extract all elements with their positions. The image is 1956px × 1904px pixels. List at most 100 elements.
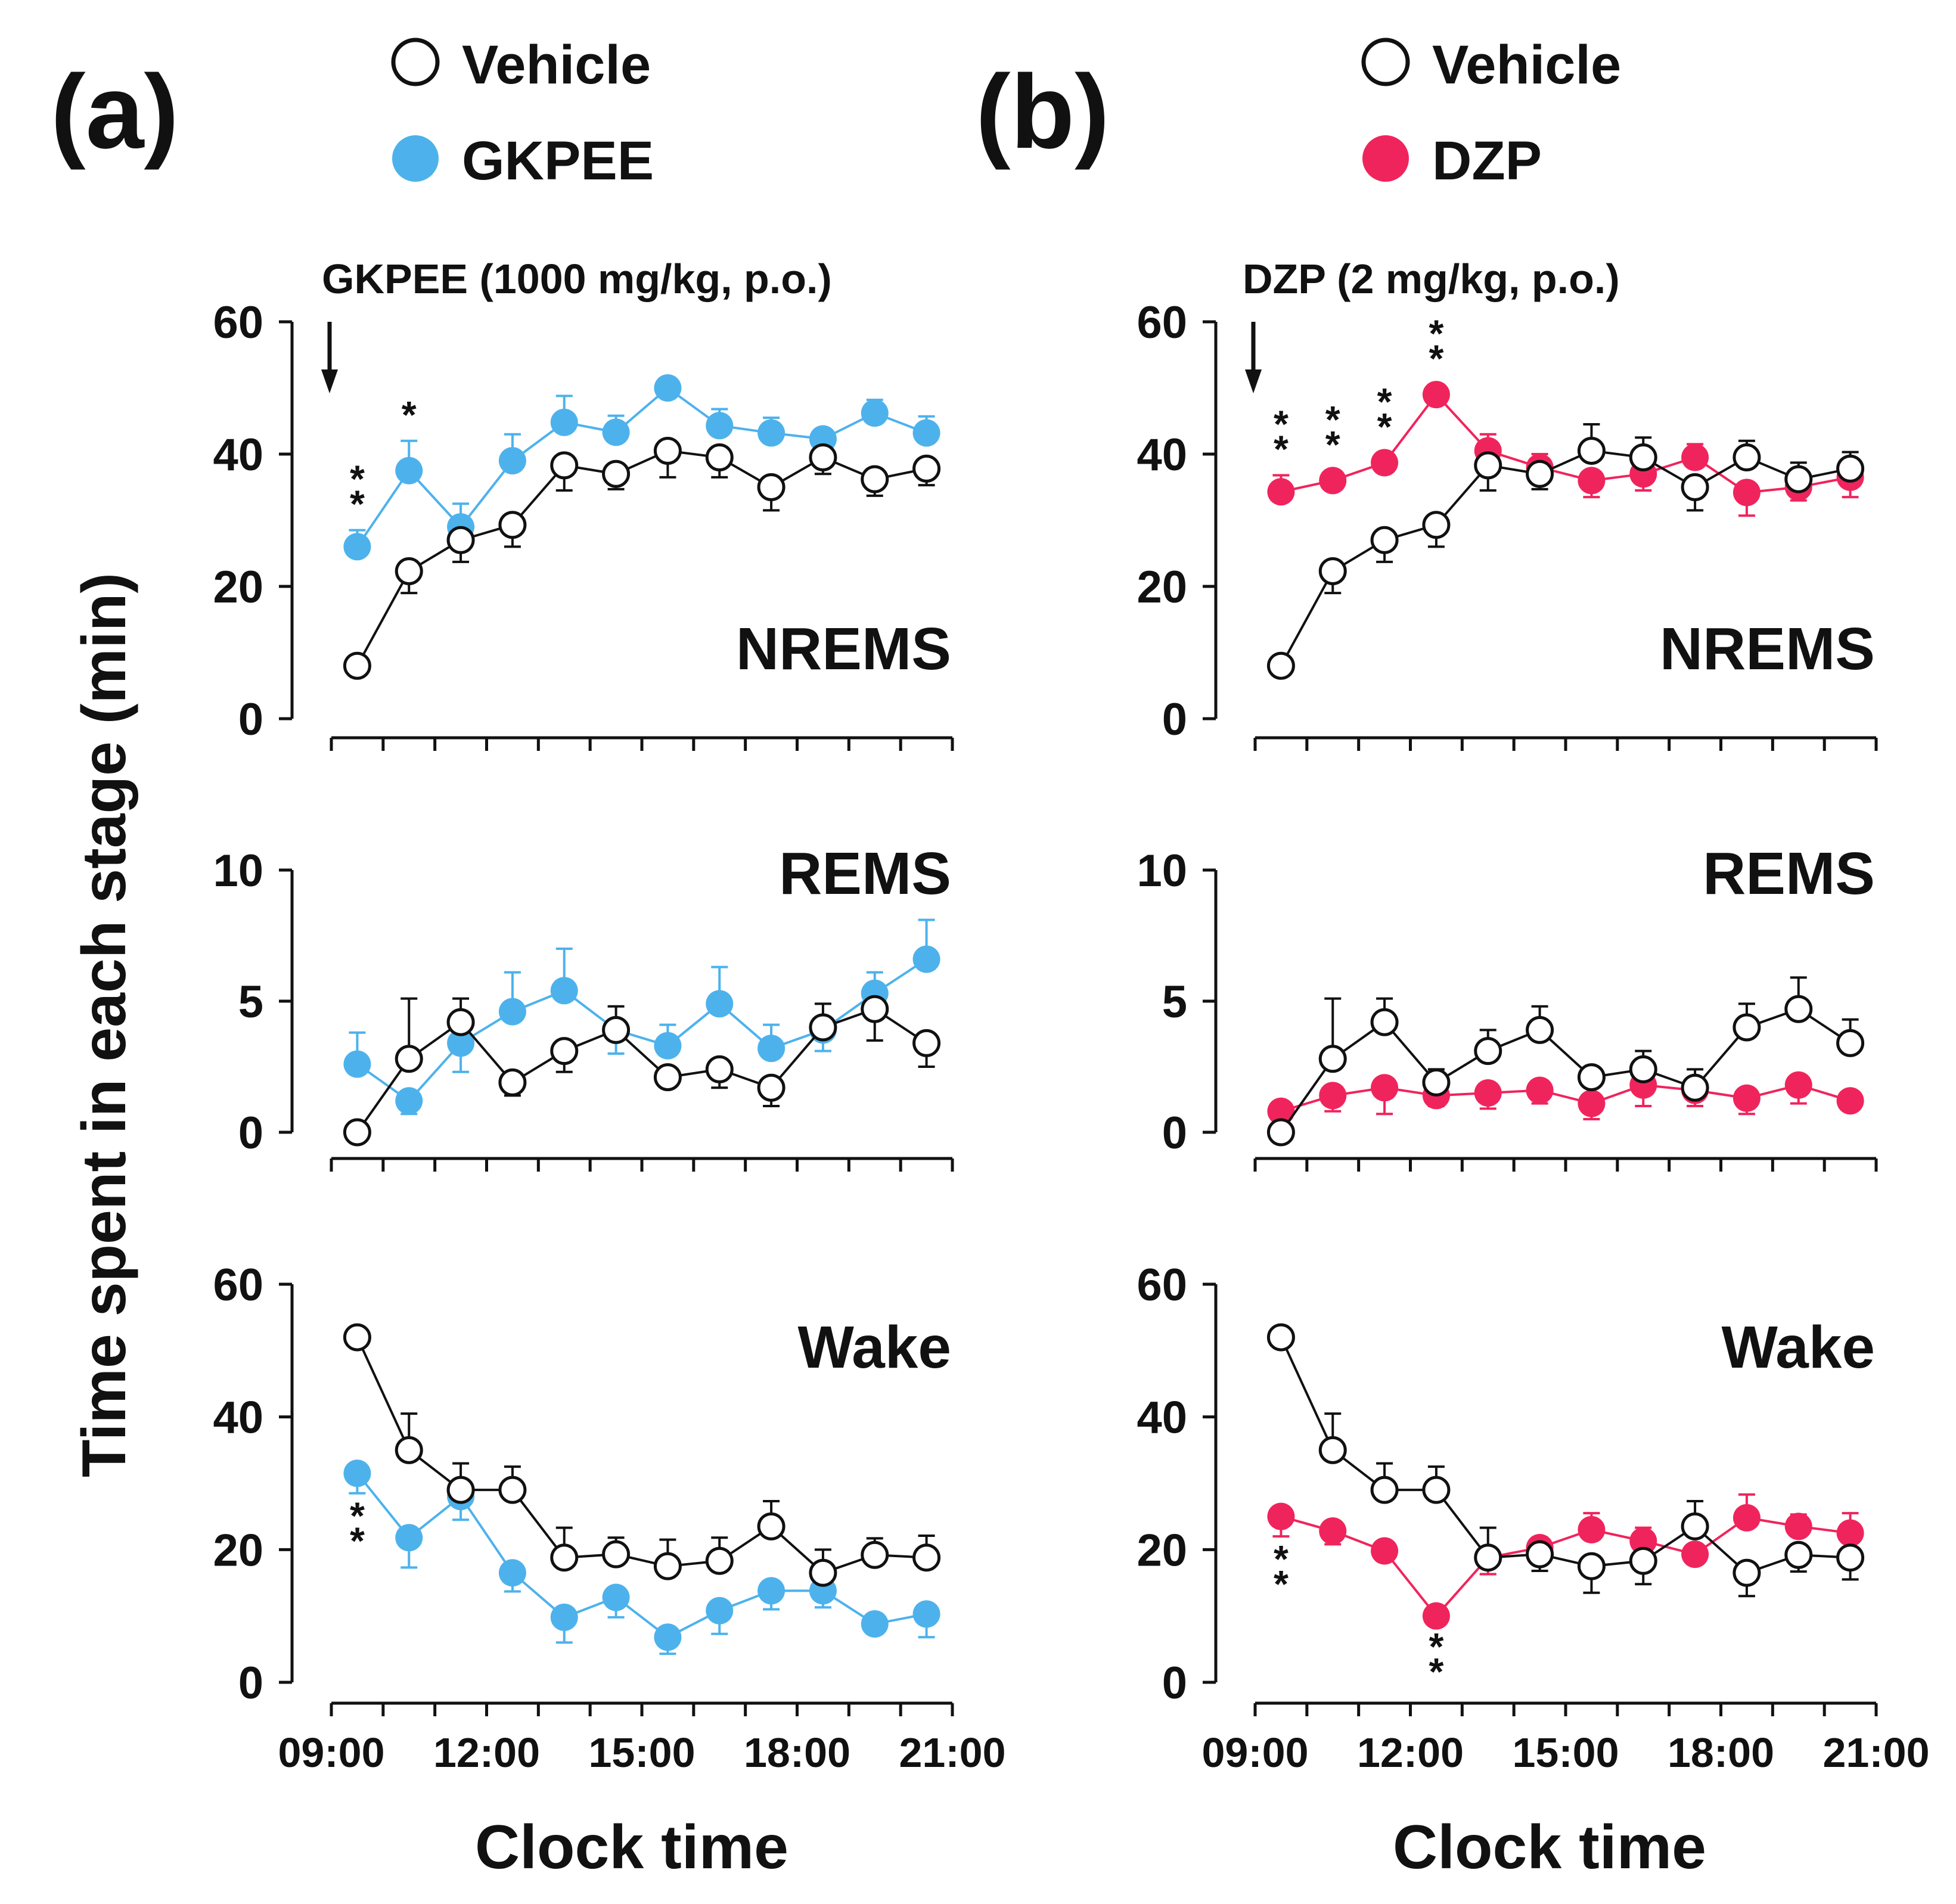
data-point	[809, 443, 837, 472]
data-point	[861, 465, 889, 493]
series-vehicle	[343, 1323, 941, 1587]
data-point	[1629, 1055, 1657, 1083]
y-tick-label: 40	[1137, 1393, 1187, 1443]
data-point	[912, 1029, 941, 1057]
data-point	[602, 459, 631, 488]
data-point	[912, 454, 941, 483]
data-point	[1318, 1436, 1347, 1464]
series-dzp	[1267, 1071, 1864, 1125]
data-point	[1784, 1071, 1812, 1099]
data-point	[1784, 995, 1813, 1023]
significance-mark: *	[1325, 423, 1340, 466]
panel-a-label: (a)	[51, 54, 179, 170]
panel-b-legend-vehicle-marker	[1361, 38, 1410, 86]
data-point	[1267, 1502, 1295, 1530]
panel-a-x-axis-label: Clock time	[475, 1813, 788, 1882]
data-point	[395, 456, 423, 484]
x-tick-label: 12:00	[433, 1729, 540, 1776]
stage-title: Wake	[797, 1314, 951, 1381]
data-point	[1474, 451, 1502, 480]
y-tick-label: 10	[1137, 846, 1187, 896]
stage-title: REMS	[1703, 840, 1875, 907]
y-tick-label: 5	[238, 977, 263, 1027]
data-point	[550, 1603, 578, 1631]
data-point	[1836, 454, 1865, 483]
data-point	[705, 1055, 734, 1083]
stage-title: NREMS	[1660, 616, 1875, 682]
data-point	[654, 1032, 682, 1060]
series-line	[1280, 1083, 1851, 1113]
data-point	[1371, 449, 1399, 477]
series-line	[356, 1473, 927, 1639]
x-tick-label: 15:00	[588, 1729, 695, 1776]
data-point	[1733, 1013, 1761, 1042]
data-point	[446, 526, 475, 554]
data-point	[550, 1543, 579, 1572]
data-point	[1578, 1515, 1606, 1543]
series-vehicle	[1266, 423, 1865, 680]
data-point	[1267, 1097, 1295, 1125]
panel-0-subplot-rems: 0 5 10 REMS	[213, 840, 954, 1172]
data-point	[1422, 1476, 1451, 1504]
data-point	[1577, 1552, 1606, 1580]
series-gkpee	[343, 374, 940, 561]
data-point	[706, 1596, 734, 1625]
panel-a-legend-vehicle-label: Vehicle	[462, 35, 651, 95]
data-point	[1266, 1118, 1295, 1147]
data-point	[912, 945, 940, 973]
data-point	[653, 1063, 682, 1092]
panel-0-subplot-wake: 0 20 40 60 09:00 12:00 15:00 18:00 21:00 Wake **	[213, 1260, 1005, 1776]
data-point	[1629, 1527, 1657, 1555]
data-point	[705, 1546, 734, 1575]
data-point	[1422, 1068, 1451, 1097]
data-point	[1681, 1512, 1709, 1540]
data-point	[550, 1037, 579, 1066]
series-line	[1280, 392, 1851, 494]
data-point	[1836, 1543, 1865, 1572]
series-line	[1280, 1007, 1851, 1133]
significance-mark: *	[1274, 403, 1289, 446]
data-point	[757, 419, 785, 447]
y-axis-label: Time spent in each stage (min)	[70, 573, 139, 1477]
data-point	[498, 1476, 527, 1504]
data-point	[498, 511, 527, 539]
data-point	[343, 1459, 371, 1487]
y-tick-label: 20	[213, 1525, 263, 1576]
data-point	[446, 1476, 475, 1504]
data-point	[1319, 1517, 1347, 1545]
x-tick-label: 15:00	[1512, 1729, 1619, 1776]
y-tick-label: 60	[1137, 1260, 1187, 1310]
data-point	[1474, 1037, 1502, 1066]
data-point	[1836, 1519, 1864, 1547]
data-point	[706, 412, 734, 440]
significance-mark: *	[1429, 337, 1443, 380]
data-point	[1319, 1082, 1347, 1110]
y-tick-label: 60	[213, 297, 263, 348]
data-point	[1784, 1540, 1813, 1569]
panel-b-dose-annotation: DZP (2 mg/kg, p.o.)	[1243, 256, 1620, 302]
series-line	[356, 958, 927, 1102]
y-tick-label: 0	[238, 1108, 263, 1158]
data-point	[1318, 1045, 1347, 1073]
data-point	[602, 1015, 631, 1044]
data-point	[446, 1008, 475, 1036]
panel-a-dose-annotation: GKPEE (1000 mg/kg, p.o.)	[322, 256, 832, 302]
stage-title: REMS	[779, 840, 951, 907]
data-point	[1681, 1073, 1709, 1102]
significance-mark: *	[402, 393, 417, 436]
data-point	[654, 374, 682, 402]
y-tick-label: 20	[1137, 1525, 1187, 1576]
y-tick-label: 40	[213, 1393, 263, 1443]
series-vehicle	[343, 436, 941, 680]
data-point	[757, 1577, 785, 1605]
data-point	[1733, 1504, 1761, 1532]
data-point	[1836, 1087, 1864, 1115]
data-point	[498, 447, 526, 475]
significance-mark: *	[350, 483, 365, 526]
data-point	[1784, 465, 1813, 493]
significance-mark: *	[1377, 405, 1392, 448]
significance-mark: *	[1274, 1538, 1289, 1580]
data-point	[653, 436, 682, 465]
data-point	[395, 1087, 423, 1115]
